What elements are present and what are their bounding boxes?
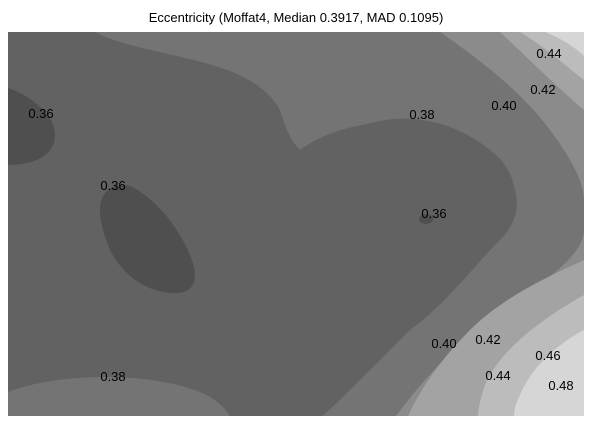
chart-title: Eccentricity (Moffat4, Median 0.3917, MA… [149,10,444,25]
contour-label: 0.40 [491,98,516,113]
contour-region-0.40-bottom-left [8,377,230,416]
contour-label: 0.38 [100,369,125,384]
contour-label: 0.44 [485,368,510,383]
contour-label: 0.48 [548,378,573,393]
contour-label: 0.42 [475,332,500,347]
contour-label: 0.40 [431,336,456,351]
contour-region-0.36-spot [419,214,433,224]
contour-label: 0.46 [535,348,560,363]
contour-labels-group: 0.36 0.36 0.38 0.36 0.40 0.42 0.44 0.38 … [28,46,573,393]
contour-region-0.48 [514,330,584,416]
contour-label: 0.44 [536,46,561,61]
contour-label: 0.36 [100,178,125,193]
contour-region-0.36-left [8,88,55,165]
contour-label: 0.38 [409,107,434,122]
contour-region-0.36-center [100,185,195,294]
contour-region-0.46-top [520,32,584,80]
contour-region-0.38-inner [8,121,517,416]
contour-label: 0.36 [28,106,53,121]
contour-fill-group [8,32,584,416]
contour-region-0.48-top [545,32,584,56]
contour-region-0.40 [95,32,584,416]
contour-label: 0.36 [421,206,446,221]
contour-label: 0.42 [530,82,555,97]
